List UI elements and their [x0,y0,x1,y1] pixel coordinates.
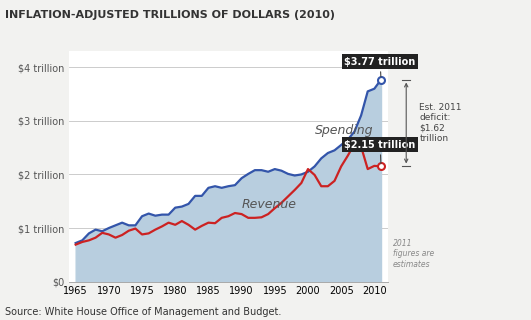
Text: Revenue: Revenue [242,198,297,211]
Text: Est. 2011
deficit:
$1.62
trillion: Est. 2011 deficit: $1.62 trillion [419,103,462,143]
Text: $3.77 trillion: $3.77 trillion [345,57,416,77]
Text: INFLATION-ADJUSTED TRILLIONS OF DOLLARS (2010): INFLATION-ADJUSTED TRILLIONS OF DOLLARS … [5,10,335,20]
Text: Spending: Spending [315,124,373,137]
Text: 2011
figures are
estimates: 2011 figures are estimates [393,239,434,269]
Text: $2.15 trillion: $2.15 trillion [345,140,416,164]
Text: Source: White House Office of Management and Budget.: Source: White House Office of Management… [5,307,281,317]
